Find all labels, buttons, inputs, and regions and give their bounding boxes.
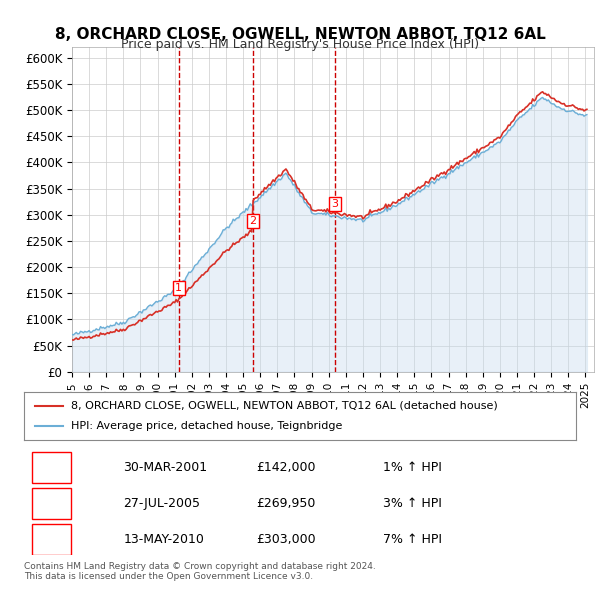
Text: 7% ↑ HPI: 7% ↑ HPI bbox=[383, 533, 442, 546]
Text: 3: 3 bbox=[45, 533, 53, 546]
Text: 8, ORCHARD CLOSE, OGWELL, NEWTON ABBOT, TQ12 6AL (detached house): 8, ORCHARD CLOSE, OGWELL, NEWTON ABBOT, … bbox=[71, 401, 497, 411]
Text: £269,950: £269,950 bbox=[256, 497, 315, 510]
FancyBboxPatch shape bbox=[32, 488, 71, 519]
Text: Contains HM Land Registry data © Crown copyright and database right 2024.
This d: Contains HM Land Registry data © Crown c… bbox=[24, 562, 376, 581]
Text: 3: 3 bbox=[332, 199, 338, 209]
Text: 1% ↑ HPI: 1% ↑ HPI bbox=[383, 461, 442, 474]
FancyBboxPatch shape bbox=[32, 452, 71, 483]
Text: 1: 1 bbox=[45, 461, 53, 474]
Text: HPI: Average price, detached house, Teignbridge: HPI: Average price, detached house, Teig… bbox=[71, 421, 342, 431]
Text: Price paid vs. HM Land Registry's House Price Index (HPI): Price paid vs. HM Land Registry's House … bbox=[121, 38, 479, 51]
Text: 2: 2 bbox=[45, 497, 53, 510]
Text: 2: 2 bbox=[250, 216, 256, 226]
Text: 8, ORCHARD CLOSE, OGWELL, NEWTON ABBOT, TQ12 6AL: 8, ORCHARD CLOSE, OGWELL, NEWTON ABBOT, … bbox=[55, 27, 545, 41]
Text: £142,000: £142,000 bbox=[256, 461, 316, 474]
FancyBboxPatch shape bbox=[32, 524, 71, 555]
Text: 30-MAR-2001: 30-MAR-2001 bbox=[124, 461, 208, 474]
Text: 13-MAY-2010: 13-MAY-2010 bbox=[124, 533, 204, 546]
Text: 1: 1 bbox=[175, 283, 182, 293]
Text: £303,000: £303,000 bbox=[256, 533, 316, 546]
Text: 3% ↑ HPI: 3% ↑ HPI bbox=[383, 497, 442, 510]
Text: 27-JUL-2005: 27-JUL-2005 bbox=[124, 497, 200, 510]
